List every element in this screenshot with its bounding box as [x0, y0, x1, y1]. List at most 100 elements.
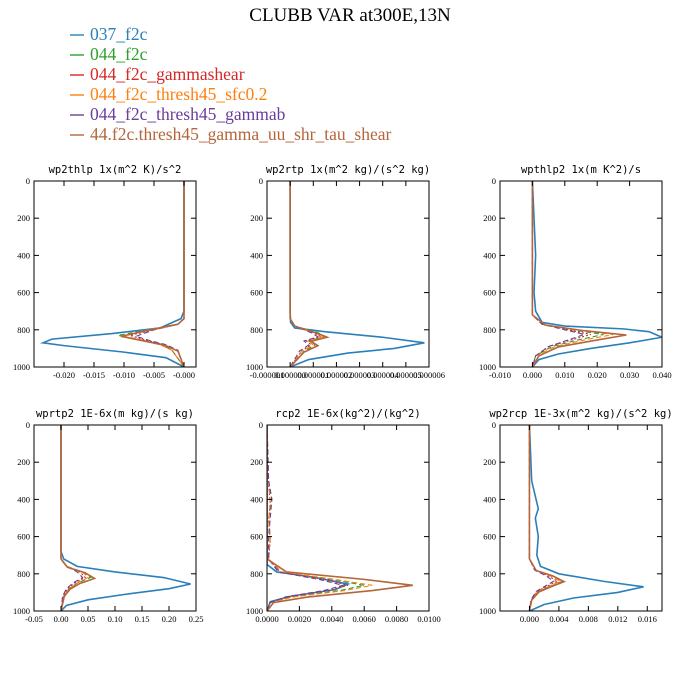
- y-tick-label: 600: [483, 532, 496, 542]
- series-line: [528, 425, 555, 611]
- chart-panel: wprtp2 1E-6x(m kg)/(s kg) 0 200 400 600 800 10…: [13, 408, 203, 624]
- series-line: [528, 425, 644, 611]
- panel-title: wp2thlp 1x(m^2 K)/s^2: [49, 164, 182, 176]
- x-tick-label: 0.000: [520, 614, 539, 624]
- x-tick-label: 0.0100: [417, 614, 440, 624]
- y-tick-label: 1000: [246, 362, 263, 372]
- x-tick-label: 0.000003: [344, 370, 376, 380]
- series-line: [528, 425, 559, 611]
- figure-title: CLUBB VAR at300E,13N: [249, 5, 451, 26]
- x-tick-label: 0.0020: [288, 614, 311, 624]
- x-tick-label: 0.000000: [274, 370, 306, 380]
- x-tick-label: 0.00: [54, 614, 69, 624]
- y-tick-label: 400: [17, 250, 30, 260]
- x-tick-label: 0.000005: [390, 370, 422, 380]
- x-tick-label: 0.0060: [353, 614, 376, 624]
- x-tick-label: 0.25: [189, 614, 204, 624]
- series-group: [60, 425, 191, 611]
- x-tick-label: -0.020: [53, 370, 75, 380]
- y-tick-label: 600: [250, 532, 263, 542]
- y-tick-label: 400: [250, 494, 263, 504]
- plot-frame: [499, 424, 663, 612]
- y-tick-label: 1000: [479, 606, 496, 616]
- legend-label: 044_f2c_thresh45_sfc0.2: [90, 84, 267, 104]
- series-line: [60, 425, 97, 611]
- legend-label: 044_f2c_gammashear: [90, 64, 245, 84]
- plot-frame: [266, 424, 430, 612]
- y-tick-label: 200: [17, 457, 30, 467]
- x-tick-label: 0.15: [135, 614, 150, 624]
- x-tick-label: -0.000: [173, 370, 195, 380]
- x-tick-label: 0.10: [108, 614, 123, 624]
- y-tick-label: 1000: [246, 606, 263, 616]
- x-tick-label: -0.05: [25, 614, 43, 624]
- x-tick-label: 0.020: [588, 370, 607, 380]
- x-tick-label: 0.0080: [385, 614, 408, 624]
- chart-panel: wp2rtp 1x(m^2 kg)/(s^2 kg)0 200 400 600 800 1…: [246, 164, 445, 380]
- x-tick-label: -0.010: [489, 370, 511, 380]
- y-tick-label: 800: [17, 325, 30, 335]
- y-tick-label: 200: [483, 457, 496, 467]
- y-tick-label: 600: [17, 532, 30, 542]
- chart-panel: wpthlp2 1x(m K^2)/s 0 200 400 600 800 1000-0.0…: [479, 164, 672, 380]
- series-group: [39, 181, 185, 367]
- panel-title: wprtp2 1E-6x(m kg)/(s kg): [36, 408, 194, 420]
- x-tick-label: 0.010: [555, 370, 574, 380]
- panels: wp2thlp 1x(m^2 K)/s^202004006008001000-0…: [13, 164, 673, 624]
- y-tick-label: 1000: [13, 606, 30, 616]
- chart-panel: wp2thlp 1x(m^2 K)/s^2 0 200 400 600 800 1000 -0…: [13, 164, 197, 380]
- x-tick-label: -0.005: [143, 370, 165, 380]
- x-tick-label: 0.008: [579, 614, 598, 624]
- y-tick-label: 0: [259, 420, 263, 430]
- x-tick-label: 0.000002: [320, 370, 352, 380]
- y-tick-label: 400: [483, 250, 496, 260]
- x-tick-label: 0.20: [162, 614, 177, 624]
- x-tick-label: 0.000001: [297, 370, 329, 380]
- x-tick-label: 0.0040: [320, 614, 343, 624]
- panel-title: wpthlp2 1x(m K^2)/s: [521, 164, 641, 176]
- y-tick-label: 800: [250, 569, 263, 579]
- series-line: [267, 425, 373, 611]
- x-tick-label: 0.016: [638, 614, 657, 624]
- legend: 037_f2c044_f2c044_f2c_gammashear044_f2c_…: [70, 24, 391, 144]
- y-tick-label: 400: [250, 250, 263, 260]
- series-line: [60, 425, 92, 611]
- chart-panel: rcp2 1E-6x(kg^2)/(kg^2) 0 200 400 600 800 1000…: [246, 408, 441, 624]
- panel-title: wp2rtp 1x(m^2 kg)/(s^2 kg): [266, 164, 430, 176]
- x-tick-label: 0.0000: [255, 614, 278, 624]
- legend-label: 037_f2c: [90, 24, 148, 44]
- legend-label: 044_f2c_thresh45_gammab: [90, 104, 286, 124]
- x-tick-label: -0.000001: [250, 370, 285, 380]
- y-tick-label: 1000: [13, 362, 30, 372]
- series-group: [528, 425, 644, 611]
- y-tick-label: 600: [17, 288, 30, 298]
- x-tick-label: -0.010: [113, 370, 135, 380]
- y-tick-label: 0: [259, 176, 263, 186]
- legend-label: 044_f2c: [90, 44, 148, 64]
- series-group: [289, 181, 425, 367]
- plot-frame: [33, 424, 197, 612]
- series-line: [267, 425, 413, 611]
- y-tick-label: 1000: [479, 362, 496, 372]
- series-line: [528, 425, 567, 611]
- x-tick-label: 0.040: [652, 370, 671, 380]
- y-tick-label: 0: [492, 420, 496, 430]
- series-line: [117, 181, 185, 367]
- series-line: [531, 181, 591, 367]
- series-group: [267, 425, 413, 611]
- series-line: [528, 425, 564, 611]
- legend-label: 44.f2c.thresh45_gamma_uu_shr_tau_shear: [90, 124, 391, 144]
- series-line: [531, 181, 662, 367]
- y-tick-label: 200: [17, 213, 30, 223]
- y-tick-label: 200: [250, 457, 263, 467]
- y-tick-label: 400: [17, 494, 30, 504]
- plot-frame: [266, 180, 430, 368]
- chart-panel: wp2rcp 1E-3x(m^2 kg)/(s^2 kg)0 200 400 600 8…: [479, 408, 673, 624]
- x-tick-label: 0.000004: [367, 370, 400, 380]
- x-tick-label: 0.012: [608, 614, 627, 624]
- series-line: [528, 425, 562, 611]
- x-tick-label: 0.000006: [413, 370, 445, 380]
- plot-frame: [33, 180, 197, 368]
- series-line: [531, 181, 627, 367]
